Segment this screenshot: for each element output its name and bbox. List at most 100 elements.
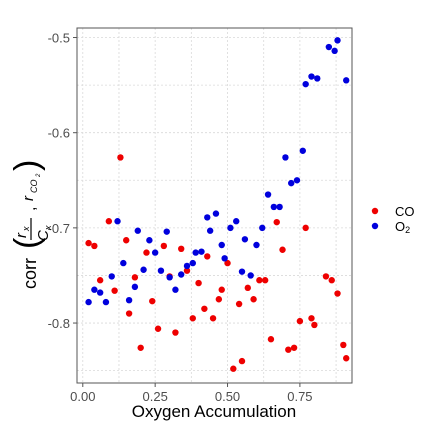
data-point-co — [215, 296, 223, 303]
data-point-o2 — [131, 283, 139, 291]
data-point-o2 — [253, 241, 260, 249]
data-point-co — [290, 344, 298, 351]
data-point-co — [85, 239, 92, 247]
data-point-o2 — [206, 227, 214, 234]
data-point-co — [172, 329, 179, 336]
data-point-co — [285, 346, 292, 353]
data-point-co — [279, 246, 286, 253]
legend-label-o2-sub: 2 — [405, 225, 410, 235]
data-point-co — [218, 286, 225, 293]
y-axis-title-func: corr — [20, 258, 40, 289]
data-point-co — [201, 305, 208, 312]
data-point-o2 — [108, 273, 115, 280]
data-point-co — [273, 218, 280, 226]
data-point-co — [334, 290, 341, 297]
legend: CO O2 — [371, 204, 415, 235]
data-point-co — [154, 325, 162, 332]
data-point-co — [105, 218, 113, 225]
y-axis-title-close-paren: ) — [8, 160, 46, 171]
data-point-co — [267, 336, 275, 343]
data-point-o2 — [308, 73, 315, 80]
data-point-co — [189, 315, 196, 322]
data-point-co — [123, 237, 130, 244]
y-axis-title-open-paren: ( — [8, 237, 46, 249]
data-point-co — [178, 245, 185, 253]
data-point-o2 — [247, 272, 254, 279]
legend-label-co: CO — [395, 204, 415, 219]
data-point-co — [302, 224, 309, 232]
data-point-o2 — [178, 271, 185, 278]
data-point-o2 — [146, 237, 153, 244]
legend-key-o2 — [371, 222, 379, 230]
data-point-o2 — [325, 43, 333, 51]
data-point-co — [250, 296, 257, 303]
data-point-co — [125, 310, 133, 317]
data-point-co — [183, 267, 191, 274]
data-point-co — [311, 321, 318, 329]
data-point-o2 — [140, 266, 147, 273]
data-point-o2 — [192, 249, 199, 256]
x-tick-label: 0.50 — [215, 389, 240, 404]
data-point-o2 — [282, 154, 289, 161]
data-point-co — [230, 365, 237, 372]
y-axis-title-frac-num-sub: x — [21, 226, 31, 232]
data-point-o2 — [125, 296, 133, 304]
y-axis-title-frac-den-sub: x — [43, 225, 53, 231]
data-point-o2 — [233, 218, 240, 225]
legend-key-co — [371, 207, 379, 215]
data-point-co — [224, 259, 231, 267]
data-point-o2 — [134, 227, 141, 234]
y-axis-title-r-sub: CO — [29, 180, 39, 194]
data-point-o2 — [227, 224, 234, 232]
legend-label-o2-base: O — [395, 219, 405, 234]
data-point-co — [340, 341, 347, 349]
axis-ticks: 0.00 0.25 0.50 0.75 -0.8 -0.7 -0.6 -0.5 — [48, 31, 313, 404]
data-point-o2 — [331, 47, 338, 55]
plot-panel-border — [76, 27, 353, 384]
data-point-co — [91, 242, 98, 250]
data-point-co — [244, 284, 251, 292]
data-point-o2 — [166, 274, 173, 281]
data-point-o2 — [293, 177, 301, 184]
data-point-o2 — [218, 241, 225, 249]
x-axis-title: Oxygen Accumulation — [132, 402, 296, 421]
data-point-o2 — [241, 236, 249, 243]
legend-label-o2: O2 — [395, 219, 410, 235]
data-point-o2 — [276, 203, 283, 211]
data-point-co — [195, 279, 202, 287]
data-point-co — [261, 277, 269, 284]
y-tick-label: -0.7 — [48, 221, 70, 236]
y-axis-title-frac-den: C — [35, 230, 52, 241]
y-axis-title: corr ( r x C x , r CO 2 ) — [8, 160, 53, 289]
data-point-co — [143, 249, 150, 256]
data-point-co — [322, 273, 330, 280]
x-tick-label: 0.25 — [143, 389, 168, 404]
data-point-o2 — [85, 298, 92, 306]
data-point-o2 — [120, 259, 127, 267]
data-point-o2 — [114, 218, 121, 225]
data-point-o2 — [259, 224, 266, 232]
y-tick-label: -0.5 — [48, 31, 70, 46]
data-point-o2 — [314, 75, 321, 82]
data-point-o2 — [288, 179, 295, 187]
data-point-o2 — [183, 262, 191, 270]
data-point-co — [209, 315, 217, 322]
data-point-o2 — [264, 191, 272, 198]
data-point-o2 — [204, 214, 211, 221]
data-point-co — [111, 287, 118, 294]
data-point-co — [328, 277, 335, 284]
data-point-o2 — [212, 210, 220, 217]
data-point-co — [96, 277, 104, 284]
y-axis-title-comma: , — [22, 207, 39, 211]
data-point-co — [117, 154, 124, 161]
data-point-o2 — [270, 203, 278, 211]
data-point-o2 — [189, 259, 196, 267]
y-axis-title-frac-num: r — [13, 232, 30, 238]
y-axis-title-r-sub2: 2 — [36, 173, 42, 178]
data-point-o2 — [334, 37, 341, 44]
data-point-o2 — [172, 286, 179, 293]
data-point-o2 — [102, 298, 110, 306]
data-point-co — [149, 297, 156, 305]
data-point-co — [137, 344, 144, 351]
